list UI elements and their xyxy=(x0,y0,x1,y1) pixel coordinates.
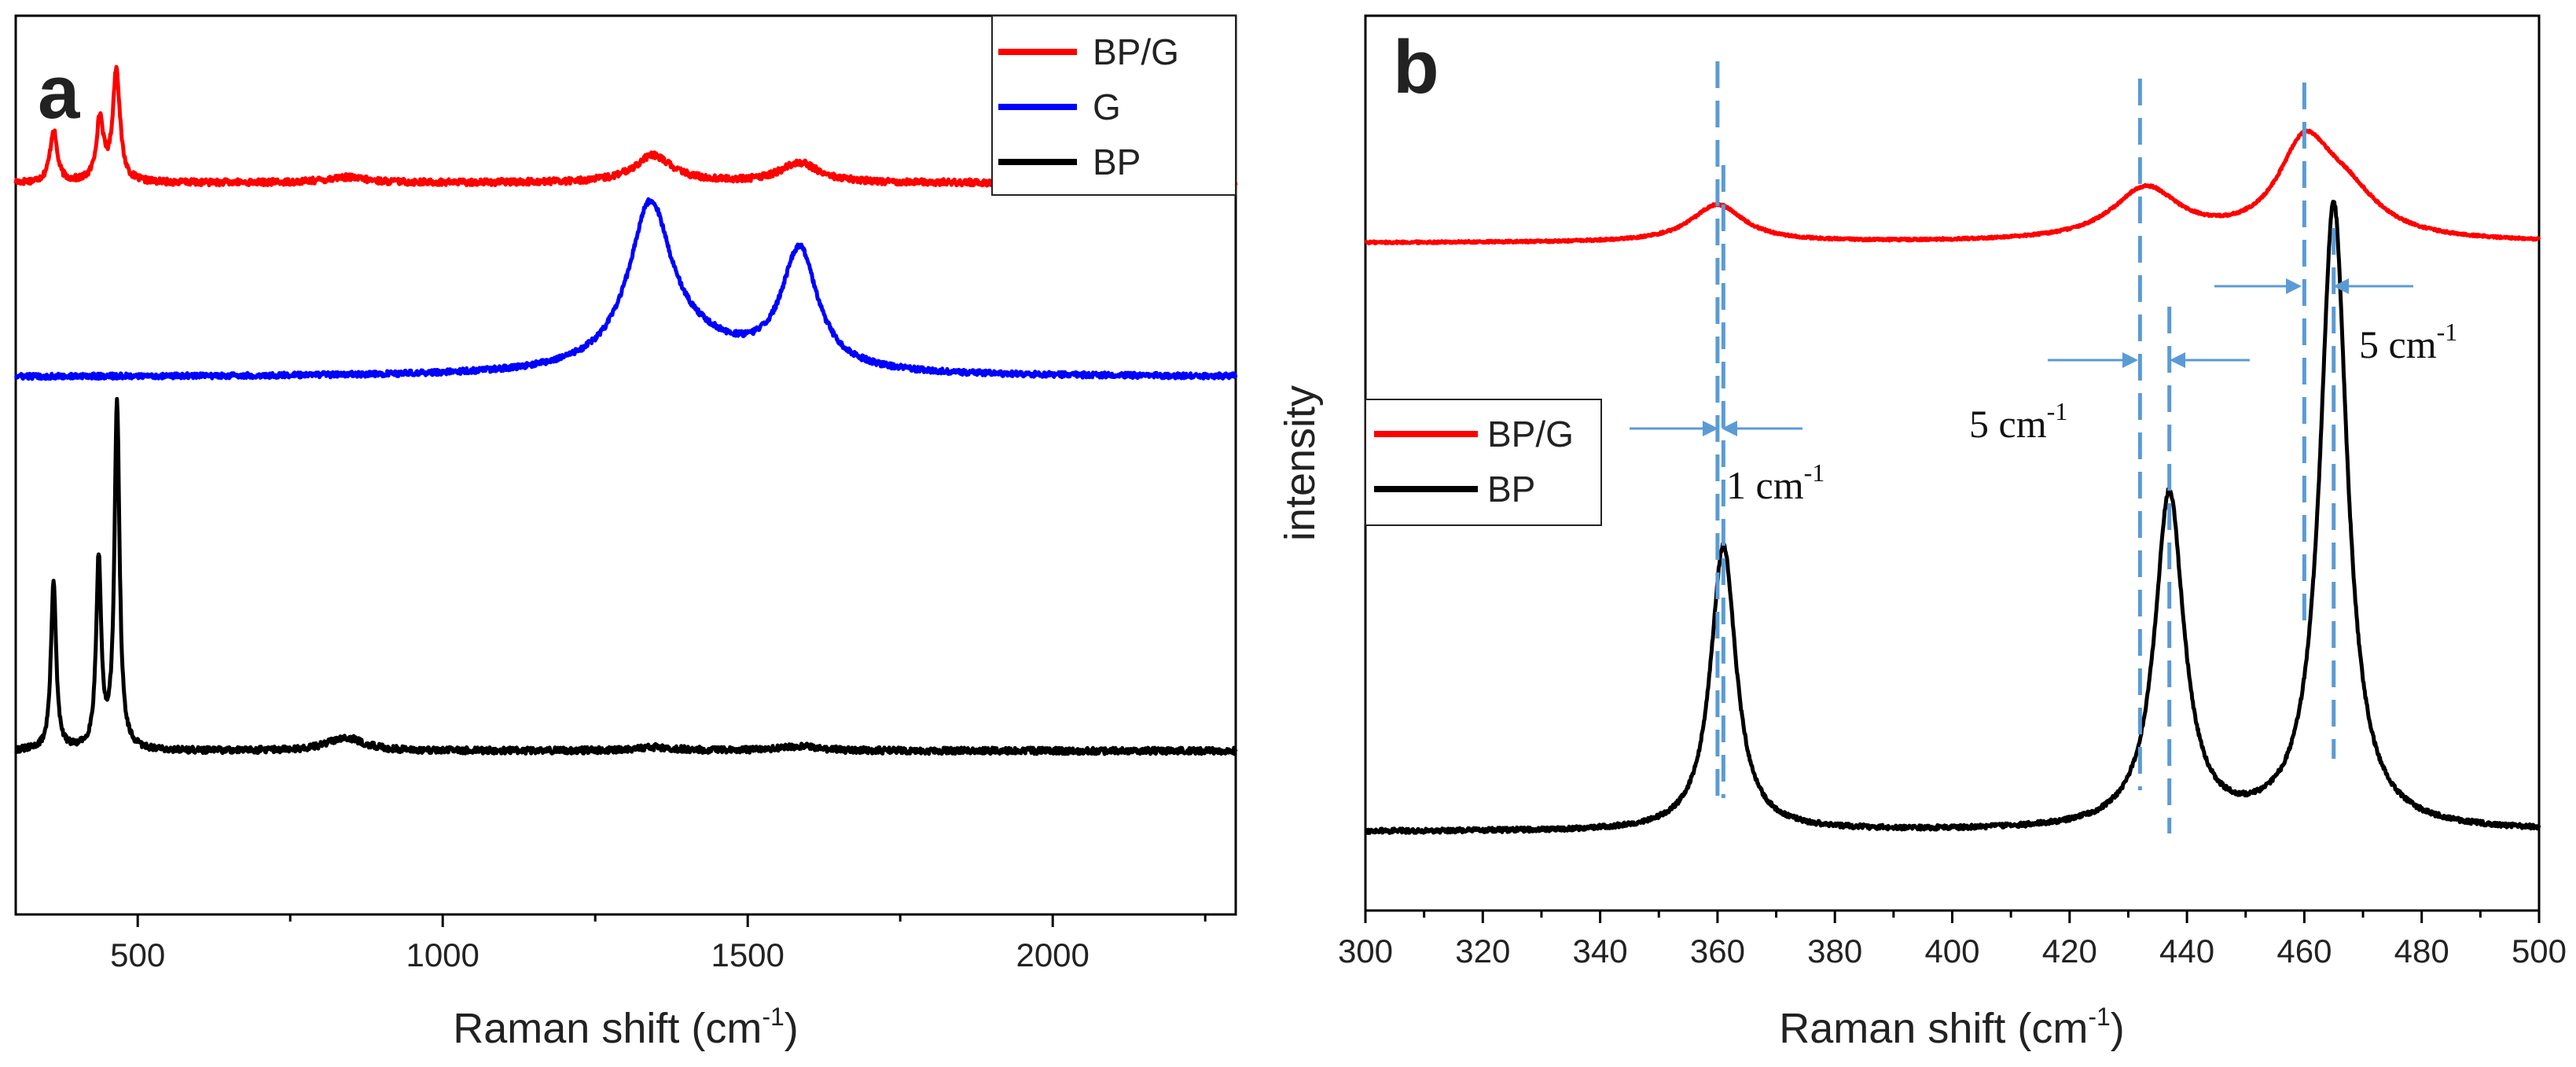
panel-b-legend-box xyxy=(1365,399,1602,526)
panel-b: 300 320 340 360 380 400 420 440 460 480 500 b inte… xyxy=(1277,14,2567,1052)
shift-arrow-465-left xyxy=(2214,278,2302,294)
panel-a-plot-frame xyxy=(14,14,1237,916)
x-tick-label-480: 480 xyxy=(2394,933,2449,969)
panel-a: 500 1000 1500 2000 a Raman shift (cm-1) BP/… xyxy=(13,14,1238,1052)
panel-b-letter: b xyxy=(1393,25,1439,109)
panel-b-x-axis-title-close: ) xyxy=(2111,1005,2125,1052)
shift-annotation-465-text: 5 cm xyxy=(2359,322,2437,366)
panel-b-legend-label-bpg: BP/G xyxy=(1487,414,1574,454)
panel-a-legend-label-g: G xyxy=(1093,86,1121,127)
panel-b-legend-label-bp: BP xyxy=(1487,469,1535,510)
x-tick-label-500: 500 xyxy=(110,936,165,973)
x-tick-label-300: 300 xyxy=(1338,933,1393,969)
shift-arrow-437-left xyxy=(2048,352,2138,368)
x-tick-label-1000: 1000 xyxy=(406,936,479,973)
x-tick-label-420: 420 xyxy=(2042,933,2097,969)
panel-b-series-group xyxy=(1363,128,2541,835)
panel-a-letter: a xyxy=(38,50,80,134)
panel-a-x-axis-title-main: Raman shift (cm xyxy=(453,1005,762,1052)
shift-annotation-465-sup: -1 xyxy=(2437,318,2458,346)
panel-a-legend-label-bp: BP xyxy=(1093,142,1141,182)
panel-a-x-axis-title: Raman shift (cm-1) xyxy=(453,1003,799,1052)
x-tick-label-400: 400 xyxy=(1924,933,1979,969)
shift-annotation-360-sup: -1 xyxy=(1804,458,1825,487)
panel-a-x-tick-labels: 500 1000 1500 2000 xyxy=(110,936,1090,973)
x-tick-label-340: 340 xyxy=(1573,933,1628,969)
panel-b-shift-annotation-360: 1 cm-1 xyxy=(1726,458,1825,507)
x-tick-label-440: 440 xyxy=(2159,933,2214,969)
panel-b-x-axis-title: Raman shift (cm-1) xyxy=(1779,1003,2125,1052)
panel-b-series-bp xyxy=(1364,200,2541,835)
shift-annotation-360-text: 1 cm xyxy=(1726,463,1804,507)
panel-a-legend: BP/G G BP xyxy=(991,15,1237,196)
x-tick-label-380: 380 xyxy=(1807,933,1862,969)
shift-arrow-437-right xyxy=(2170,352,2250,368)
shift-arrow-465-right xyxy=(2333,278,2413,294)
panel-a-legend-label-bpg: BP/G xyxy=(1093,31,1179,72)
panel-a-x-axis-title-sup: -1 xyxy=(762,1003,784,1031)
panel-b-x-axis-title-main: Raman shift (cm xyxy=(1779,1005,2088,1052)
panel-a-series-bp xyxy=(13,396,1238,756)
panel-a-x-ticks xyxy=(136,914,1207,927)
shift-annotation-437-sup: -1 xyxy=(2047,397,2068,425)
panel-b-shift-annotation-465: 5 cm-1 xyxy=(2359,318,2457,366)
panel-b-series-bpg xyxy=(1363,128,2541,245)
panel-b-y-axis-title: intensity xyxy=(1277,385,1324,541)
panel-b-x-axis-title-sup: -1 xyxy=(2088,1003,2110,1031)
panel-a-series-g xyxy=(13,197,1238,381)
panel-b-x-tick-labels: 300 320 340 360 380 400 420 440 460 480 500 xyxy=(1338,933,2567,969)
panel-b-shift-annotation-437: 5 cm-1 xyxy=(1969,397,2067,446)
shift-annotation-437-text: 5 cm xyxy=(1969,402,2047,446)
x-tick-label-500: 500 xyxy=(2512,933,2567,969)
panel-b-legend: BP/G BP xyxy=(1365,399,1602,526)
shift-arrow-360-right xyxy=(1722,421,1802,436)
x-tick-label-320: 320 xyxy=(1455,933,1510,969)
panel-a-x-axis-title-close: ) xyxy=(785,1005,799,1052)
panel-b-reference-lines xyxy=(1715,61,2336,833)
shift-arrow-360-left xyxy=(1630,421,1718,436)
x-tick-label-460: 460 xyxy=(2277,933,2332,969)
x-tick-label-2000: 2000 xyxy=(1016,936,1089,973)
x-tick-label-1500: 1500 xyxy=(711,936,784,973)
panel-b-shift-arrows xyxy=(1630,278,2413,436)
panel-b-x-ticks xyxy=(1364,911,2541,923)
x-tick-label-360: 360 xyxy=(1690,933,1745,969)
